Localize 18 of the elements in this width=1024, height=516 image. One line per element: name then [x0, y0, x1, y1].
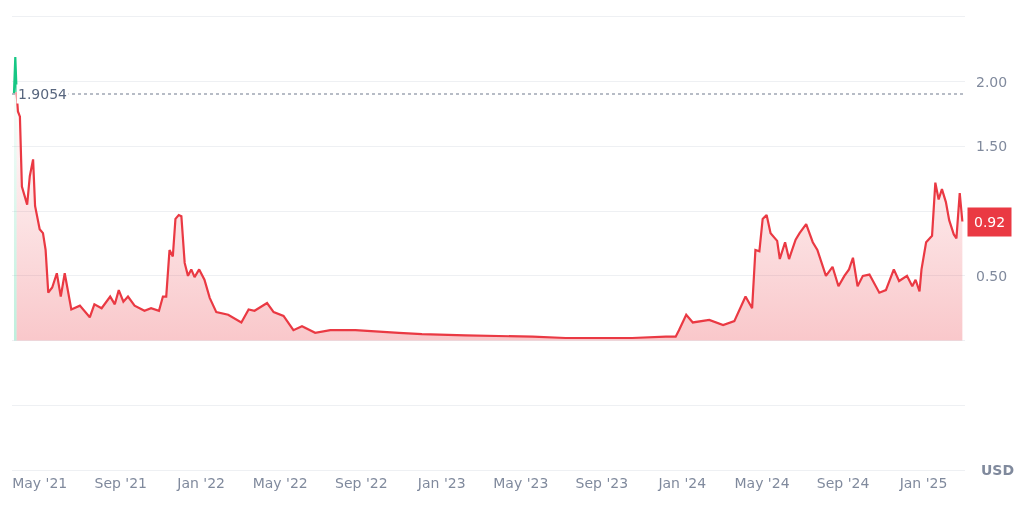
y-axis-title: USD: [981, 462, 1015, 478]
x-tick-label: Sep '22: [335, 474, 388, 491]
x-tick-label: Sep '24: [816, 474, 870, 491]
ref-line-label: 1.9054: [18, 86, 68, 102]
x-tick-label: Jan '25: [898, 474, 948, 491]
y-tick-label: 1.50: [976, 138, 1008, 155]
x-tick-label: May '21: [12, 474, 68, 491]
x-tick-label: Jan '22: [176, 474, 225, 491]
y-tick-label: 0.50: [976, 267, 1008, 284]
x-tick-label: Jan '24: [657, 474, 707, 491]
x-tick-label: Sep '23: [575, 474, 629, 491]
x-tick-label: Sep '21: [94, 474, 147, 491]
x-tick-label: May '23: [493, 474, 549, 491]
x-tick-label: May '22: [252, 474, 308, 491]
y-tick-label: 2.00: [976, 73, 1008, 90]
x-tick-label: May '24: [734, 474, 790, 491]
x-tick-label: Jan '23: [416, 474, 466, 491]
annotation: 0.92: [974, 214, 1006, 230]
